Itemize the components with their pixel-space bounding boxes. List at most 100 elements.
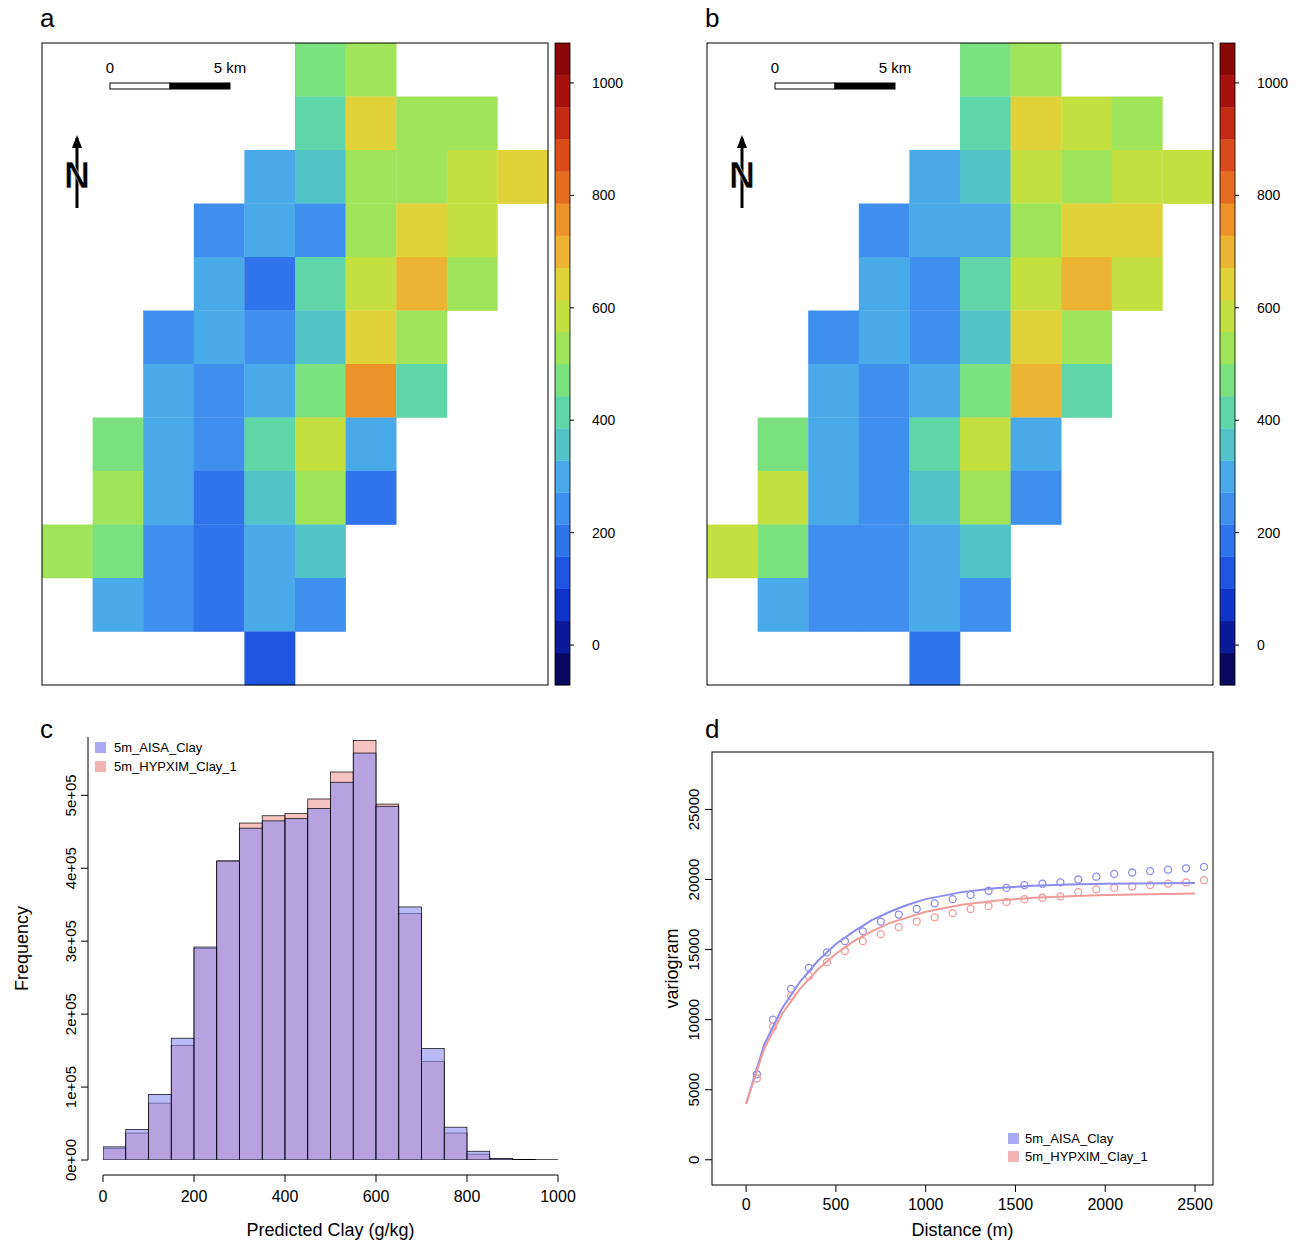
map-cell [758,578,809,632]
colorbar-band [555,525,570,557]
map-cell [143,578,194,632]
colorbar-band [555,428,570,460]
map-frame [707,43,1213,685]
map-cell [396,311,447,365]
colorbar-tick [1235,420,1239,421]
colorbar-band [1220,525,1235,557]
colorbar-label: 200 [592,525,616,541]
colorbar-tick [1235,82,1239,83]
colorbar-label: 600 [592,300,616,316]
variogram-point [913,918,920,925]
colorbar-band [555,332,570,364]
map-cell [859,418,910,472]
map-cell [758,525,809,579]
x-tick [835,1185,836,1192]
map-cell [909,150,960,204]
y-tick [81,1087,88,1088]
colorbar-band [555,364,570,396]
y-tick-label: 0e+00 [62,1139,79,1181]
y-tick-label: 20000 [685,859,702,901]
map-cell [93,525,144,579]
variogram-point [931,914,938,921]
map-cell [859,471,910,525]
colorbar-band [1220,428,1235,460]
x-tick [1105,1185,1106,1192]
x-axis-title: Predicted Clay (g/kg) [246,1220,414,1240]
map-cell [960,43,1011,97]
x-tick-label: 2000 [1087,1196,1123,1213]
x-tick-label: 2500 [1177,1196,1213,1213]
map-cell [447,204,498,258]
map-cell [194,204,245,258]
variogram-point [1021,882,1028,889]
colorbar-band [1220,107,1235,139]
colorbar-label: 800 [1257,187,1281,203]
map-cell [808,311,859,365]
panel-letter: a [40,3,55,33]
map-cell [244,525,295,579]
map-cell [1011,471,1062,525]
y-tick [705,879,712,880]
map-cell [1011,43,1062,97]
variogram-point [1075,876,1082,883]
map-cell [447,97,498,151]
variogram-point [1111,870,1118,877]
map-cell [346,311,397,365]
map-cell [1061,257,1112,311]
colorbar-band [1220,236,1235,268]
map-cell [295,204,346,258]
map-cell [346,150,397,204]
map-cell [244,632,295,686]
histogram-bar [103,1147,126,1160]
x-tick [376,1175,377,1182]
map-cell [1011,257,1062,311]
scale-label: 0 [771,59,779,76]
map-cell [295,257,346,311]
colorbar-tick [570,195,574,196]
map-cell [143,311,194,365]
map-cell [909,364,960,418]
scale-label: 5 km [214,59,247,76]
map-cell [960,204,1011,258]
y-tick [705,1019,712,1020]
x-tick-label: 0 [99,1188,108,1205]
map-cell [244,150,295,204]
map-cell [396,364,447,418]
x-tick-label: 600 [363,1188,390,1205]
map-cell [1011,364,1062,418]
figure: a05 kmN02004006008001000b05 kmN020040060… [0,0,1298,1245]
colorbar-band [1220,460,1235,492]
x-tick [103,1175,104,1182]
y-tick-label: 2e+05 [62,993,79,1035]
y-tick-label: 1e+05 [62,1066,79,1108]
map-panel: a05 kmN02004006008001000 [40,3,623,685]
y-tick [81,941,88,942]
colorbar-label: 0 [592,637,600,653]
colorbar-label: 200 [1257,525,1281,541]
map-cell [1061,311,1112,365]
map-cell [1061,97,1112,151]
variogram-point [1129,869,1136,876]
colorbar-frame [555,43,570,685]
y-tick [81,1014,88,1015]
map-cell [447,257,498,311]
variogram-point [931,900,938,907]
colorbar-band [1220,171,1235,203]
colorbar-band [555,139,570,171]
histogram-bar [376,804,399,1160]
x-tick-label: 1000 [540,1188,576,1205]
x-tick-label: 1500 [998,1196,1034,1213]
map-cell [1112,257,1163,311]
histogram-bar [308,799,331,1160]
y-tick-label: 5000 [685,1073,702,1106]
histogram-bar [513,1159,536,1160]
map-cell [194,418,245,472]
scale-label: 5 km [879,59,912,76]
histogram-bar [513,1159,536,1160]
colorbar-tick [570,645,574,646]
fitted-line [746,883,1195,1104]
x-tick [285,1175,286,1182]
variogram-point [877,918,884,925]
histogram-bar [126,1129,149,1160]
histogram-bar [535,1159,558,1160]
